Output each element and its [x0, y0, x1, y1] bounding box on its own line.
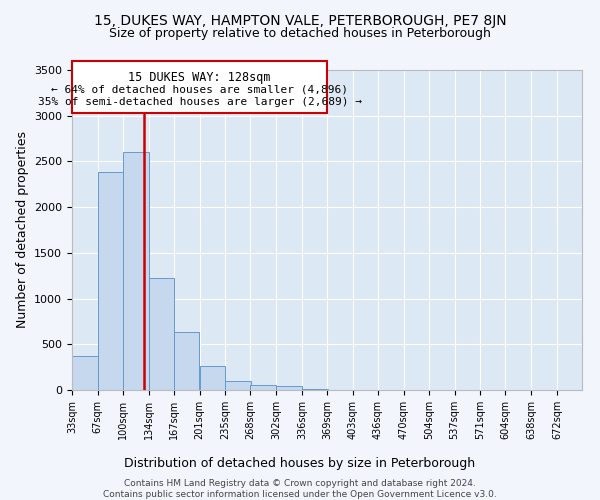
Bar: [149, 278, 175, 390]
Bar: [72, 356, 98, 390]
Text: ← 64% of detached houses are smaller (4,896): ← 64% of detached houses are smaller (4,…: [51, 84, 348, 94]
Bar: [199, 366, 226, 390]
Text: Size of property relative to detached houses in Peterborough: Size of property relative to detached ho…: [109, 28, 491, 40]
Bar: [98, 172, 124, 390]
Text: Contains HM Land Registry data © Crown copyright and database right 2024.: Contains HM Land Registry data © Crown c…: [124, 479, 476, 488]
Bar: [173, 332, 199, 390]
Bar: [226, 381, 251, 390]
Bar: [302, 389, 328, 390]
Text: Contains public sector information licensed under the Open Government Licence v3: Contains public sector information licen…: [103, 490, 497, 499]
Text: 15, DUKES WAY, HAMPTON VALE, PETERBOROUGH, PE7 8JN: 15, DUKES WAY, HAMPTON VALE, PETERBOROUG…: [94, 14, 506, 28]
Y-axis label: Number of detached properties: Number of detached properties: [16, 132, 29, 328]
Bar: [276, 386, 302, 390]
Bar: [123, 152, 149, 390]
Text: 15 DUKES WAY: 128sqm: 15 DUKES WAY: 128sqm: [128, 71, 271, 84]
Bar: [250, 384, 276, 390]
Text: 35% of semi-detached houses are larger (2,689) →: 35% of semi-detached houses are larger (…: [37, 98, 361, 108]
Text: Distribution of detached houses by size in Peterborough: Distribution of detached houses by size …: [124, 458, 476, 470]
FancyBboxPatch shape: [72, 61, 327, 113]
